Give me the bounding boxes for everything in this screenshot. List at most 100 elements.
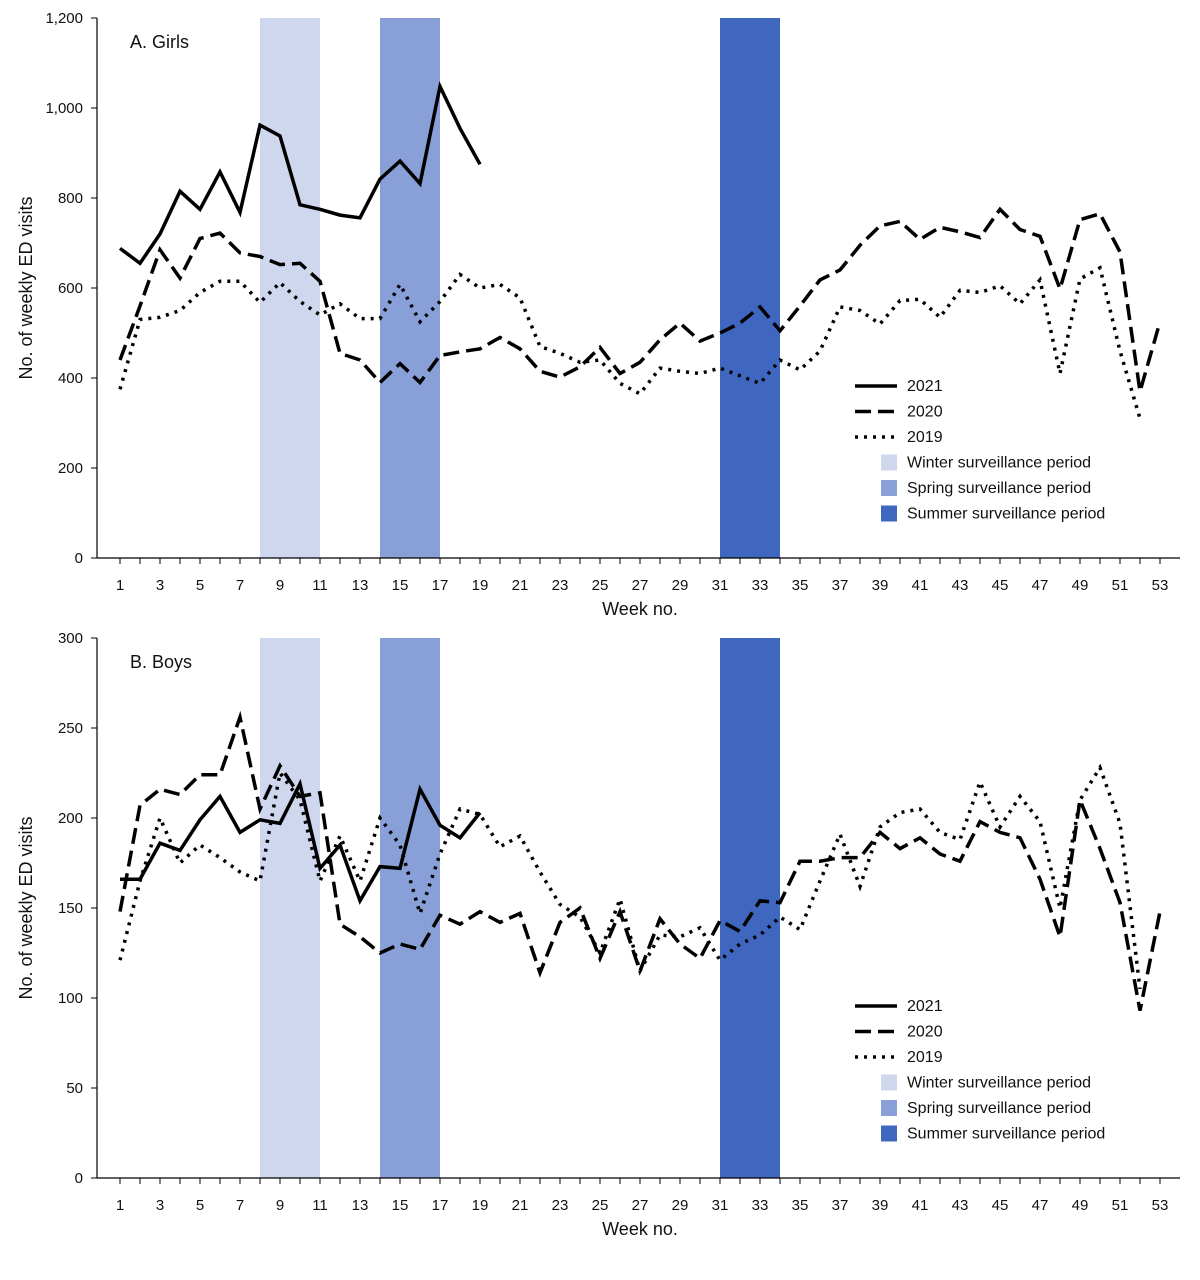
x-tick-label: 5 (196, 1197, 204, 1214)
legend-swatch-summer (881, 1125, 897, 1142)
x-axis-label: Week no. (602, 1219, 678, 1239)
shaded-period-spring (380, 638, 440, 1178)
legend-swatch-spring (881, 480, 897, 496)
series-line-2021 (120, 778, 482, 905)
y-tick-label: 600 (58, 280, 83, 297)
y-tick-label: 1,200 (45, 10, 83, 27)
legend-label: 2020 (907, 404, 943, 421)
y-tick-label: 1,000 (45, 100, 83, 117)
x-tick-label: 9 (276, 1197, 284, 1214)
panel-label: B. Boys (130, 652, 192, 672)
x-tick-label: 3 (156, 1197, 164, 1214)
legend-swatch-winter (881, 454, 897, 471)
panel-label: A. Girls (130, 32, 189, 52)
x-tick-label: 39 (872, 1197, 889, 1214)
x-tick-label: 31 (712, 1197, 729, 1214)
y-tick-label: 0 (75, 1170, 83, 1187)
x-tick-label: 53 (1152, 1197, 1169, 1214)
x-tick-label: 11 (312, 1197, 328, 1214)
x-tick-label: 43 (952, 577, 969, 594)
series-line-2019 (118, 763, 1142, 990)
x-tick-label: 15 (392, 1197, 409, 1214)
legend-label: Spring surveillance period (907, 480, 1091, 497)
x-tick-label: 13 (352, 1197, 369, 1214)
shaded-period-summer (720, 18, 780, 558)
y-tick-label: 150 (58, 900, 83, 917)
y-tick-label: 50 (66, 1080, 83, 1097)
x-tick-label: 51 (1112, 577, 1129, 594)
x-tick-label: 21 (512, 577, 529, 594)
x-tick-label: 15 (392, 577, 409, 594)
x-tick-label: 17 (432, 577, 449, 594)
x-tick-label: 35 (792, 577, 809, 594)
x-tick-label: 31 (712, 577, 729, 594)
shaded-period-winter (260, 18, 320, 558)
x-tick-label: 45 (992, 577, 1009, 594)
x-tick-label: 47 (1032, 577, 1049, 594)
shaded-period-spring (380, 18, 440, 558)
legend-swatch-summer (881, 505, 897, 522)
x-tick-label: 27 (632, 1197, 649, 1214)
series-line-2021 (118, 80, 482, 266)
y-tick-label: 200 (58, 810, 83, 827)
legend-label: Winter surveillance period (907, 455, 1091, 472)
x-tick-label: 23 (552, 1197, 569, 1214)
legend-swatch-spring (881, 1100, 897, 1116)
x-tick-label: 19 (472, 1197, 489, 1214)
legend: 2021 2020 2019 Winter surveillance period Sp… (855, 378, 1105, 523)
x-tick-label: 33 (752, 1197, 769, 1214)
x-tick-label: 5 (196, 577, 204, 594)
x-tick-label: 49 (1072, 1197, 1089, 1214)
x-tick-label: 27 (632, 577, 649, 594)
x-tick-label: 21 (512, 1197, 529, 1214)
y-tick-label: 200 (58, 460, 83, 477)
x-tick-label: 11 (312, 577, 328, 594)
x-tick-label: 49 (1072, 577, 1089, 594)
legend-label: Summer surveillance period (907, 506, 1105, 523)
shaded-period-winter (260, 638, 320, 1178)
y-tick-label: 250 (58, 720, 83, 737)
x-tick-label: 1 (116, 577, 124, 594)
legend-label: 2020 (907, 1024, 943, 1041)
x-axis-label: Week no. (602, 599, 678, 619)
x-tick-label: 25 (592, 1197, 609, 1214)
y-tick-label: 100 (58, 990, 83, 1007)
x-tick-label: 7 (236, 1197, 244, 1214)
legend-label: 2019 (907, 429, 943, 446)
y-axis-label: No. of weekly ED visits (16, 816, 36, 999)
legend-label: Spring surveillance period (907, 1100, 1091, 1117)
y-axis-label: No. of weekly ED visits (16, 196, 36, 379)
shaded-period-summer (720, 638, 780, 1178)
x-tick-label: 37 (832, 1197, 849, 1214)
x-tick-label: 3 (156, 577, 164, 594)
series-line-2020 (118, 710, 1162, 1011)
x-tick-label: 43 (952, 1197, 969, 1214)
x-tick-label: 9 (276, 577, 284, 594)
legend-swatch-winter (881, 1074, 897, 1091)
series-line-2020 (118, 206, 1162, 392)
series-line-2019 (118, 265, 1142, 419)
x-tick-label: 45 (992, 1197, 1009, 1214)
x-tick-label: 13 (352, 577, 369, 594)
x-tick-label: 47 (1032, 1197, 1049, 1214)
y-tick-label: 400 (58, 370, 83, 387)
x-tick-label: 33 (752, 577, 769, 594)
y-tick-label: 300 (58, 630, 83, 647)
x-tick-label: 25 (592, 577, 609, 594)
x-tick-label: 39 (872, 577, 889, 594)
y-tick-label: 0 (75, 550, 83, 567)
x-tick-label: 41 (912, 577, 929, 594)
x-tick-label: 29 (672, 577, 689, 594)
x-tick-label: 7 (236, 577, 244, 594)
x-tick-label: 53 (1152, 577, 1169, 594)
x-tick-label: 1 (116, 1197, 124, 1214)
x-tick-label: 51 (1112, 1197, 1129, 1214)
x-tick-label: 35 (792, 1197, 809, 1214)
legend-label: Winter surveillance period (907, 1075, 1091, 1092)
x-tick-label: 23 (552, 577, 569, 594)
legend-label: 2019 (907, 1049, 943, 1066)
legend-label: 2021 (907, 378, 943, 395)
